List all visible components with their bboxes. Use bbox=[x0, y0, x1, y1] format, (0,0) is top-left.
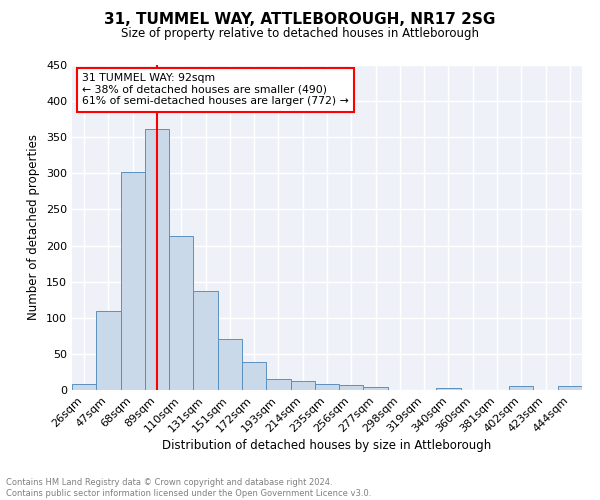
Bar bbox=[315, 384, 339, 390]
Bar bbox=[193, 291, 218, 390]
Bar bbox=[96, 312, 121, 390]
Bar bbox=[290, 382, 315, 390]
Bar bbox=[121, 172, 145, 390]
Text: Size of property relative to detached houses in Attleborough: Size of property relative to detached ho… bbox=[121, 28, 479, 40]
Bar bbox=[145, 128, 169, 390]
Bar bbox=[242, 362, 266, 390]
Y-axis label: Number of detached properties: Number of detached properties bbox=[28, 134, 40, 320]
Bar bbox=[169, 236, 193, 390]
Text: Contains HM Land Registry data © Crown copyright and database right 2024.
Contai: Contains HM Land Registry data © Crown c… bbox=[6, 478, 371, 498]
Bar bbox=[558, 386, 582, 390]
Bar bbox=[266, 379, 290, 390]
Text: 31, TUMMEL WAY, ATTLEBOROUGH, NR17 2SG: 31, TUMMEL WAY, ATTLEBOROUGH, NR17 2SG bbox=[104, 12, 496, 28]
X-axis label: Distribution of detached houses by size in Attleborough: Distribution of detached houses by size … bbox=[163, 440, 491, 452]
Bar bbox=[218, 338, 242, 390]
Bar bbox=[339, 385, 364, 390]
Bar bbox=[436, 388, 461, 390]
Text: 31 TUMMEL WAY: 92sqm
← 38% of detached houses are smaller (490)
61% of semi-deta: 31 TUMMEL WAY: 92sqm ← 38% of detached h… bbox=[82, 73, 349, 106]
Bar bbox=[72, 384, 96, 390]
Bar bbox=[364, 387, 388, 390]
Bar bbox=[509, 386, 533, 390]
